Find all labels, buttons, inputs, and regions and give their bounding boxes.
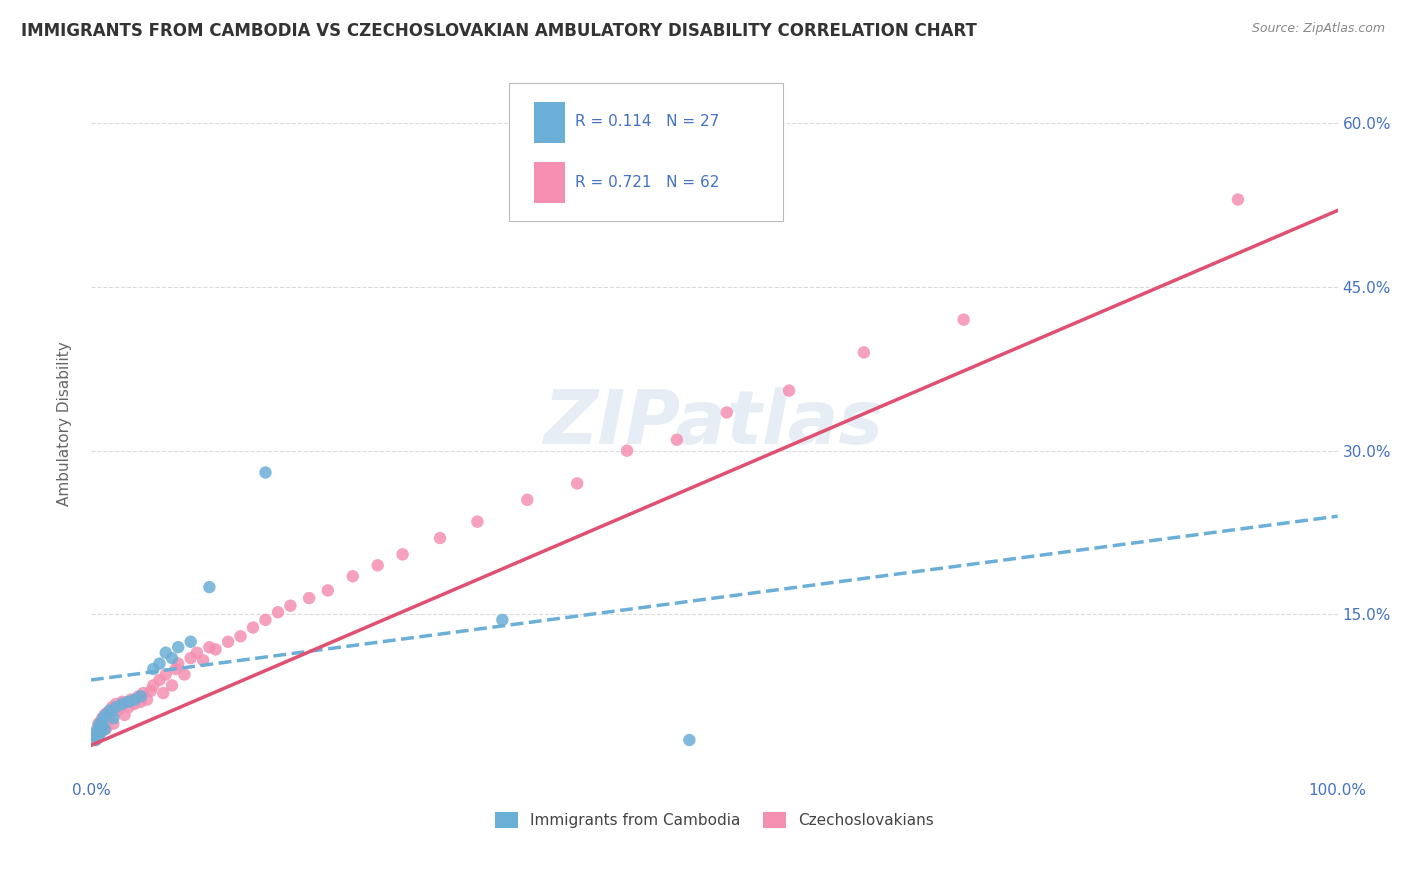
Point bbox=[107, 704, 129, 718]
Point bbox=[565, 476, 588, 491]
Point bbox=[198, 580, 221, 594]
Point bbox=[280, 599, 302, 613]
Point bbox=[204, 642, 226, 657]
Point bbox=[98, 711, 121, 725]
Point bbox=[254, 466, 277, 480]
Point bbox=[82, 733, 104, 747]
Point bbox=[155, 646, 177, 660]
Point bbox=[342, 569, 364, 583]
Point bbox=[90, 725, 112, 739]
Point bbox=[132, 686, 155, 700]
Point bbox=[103, 711, 125, 725]
Point bbox=[160, 678, 183, 692]
Point bbox=[90, 719, 112, 733]
Point bbox=[148, 657, 170, 671]
Point bbox=[101, 700, 124, 714]
Point bbox=[129, 695, 152, 709]
Point bbox=[778, 384, 800, 398]
Point bbox=[142, 678, 165, 692]
Point bbox=[852, 345, 875, 359]
Point bbox=[91, 711, 114, 725]
Point bbox=[952, 312, 974, 326]
Point bbox=[254, 613, 277, 627]
Point bbox=[367, 558, 389, 573]
Point bbox=[160, 651, 183, 665]
Point bbox=[103, 716, 125, 731]
Point bbox=[139, 684, 162, 698]
Point bbox=[429, 531, 451, 545]
Point bbox=[186, 646, 208, 660]
Point bbox=[83, 727, 105, 741]
Point bbox=[93, 711, 115, 725]
Point bbox=[242, 621, 264, 635]
FancyBboxPatch shape bbox=[509, 83, 783, 221]
Point bbox=[93, 722, 115, 736]
Point bbox=[180, 651, 202, 665]
Point bbox=[217, 634, 239, 648]
Legend: Immigrants from Cambodia, Czechoslovakians: Immigrants from Cambodia, Czechoslovakia… bbox=[488, 806, 941, 834]
Point bbox=[87, 716, 110, 731]
Text: R = 0.114   N = 27: R = 0.114 N = 27 bbox=[575, 114, 718, 129]
Point bbox=[124, 692, 146, 706]
Point bbox=[104, 697, 127, 711]
Point bbox=[93, 707, 115, 722]
Point bbox=[87, 730, 110, 744]
Point bbox=[96, 706, 118, 720]
Point bbox=[83, 727, 105, 741]
Point bbox=[180, 634, 202, 648]
Text: ZIPatlas: ZIPatlas bbox=[544, 387, 884, 460]
Point bbox=[467, 515, 489, 529]
Point bbox=[155, 667, 177, 681]
Point bbox=[117, 700, 139, 714]
Point bbox=[124, 697, 146, 711]
FancyBboxPatch shape bbox=[533, 102, 565, 143]
Point bbox=[94, 722, 117, 736]
Point bbox=[89, 716, 111, 731]
Point bbox=[173, 667, 195, 681]
Point bbox=[98, 704, 121, 718]
Point bbox=[93, 714, 115, 729]
Point bbox=[104, 700, 127, 714]
Point bbox=[165, 662, 187, 676]
Point bbox=[198, 640, 221, 655]
Point bbox=[191, 653, 214, 667]
Point bbox=[129, 690, 152, 704]
Point bbox=[167, 657, 190, 671]
Point bbox=[136, 692, 159, 706]
Point bbox=[114, 707, 136, 722]
Point bbox=[94, 707, 117, 722]
Point bbox=[86, 722, 108, 736]
Point bbox=[391, 548, 413, 562]
Point bbox=[111, 695, 134, 709]
Point bbox=[298, 591, 321, 605]
Point bbox=[678, 733, 700, 747]
Point bbox=[152, 686, 174, 700]
Text: Source: ZipAtlas.com: Source: ZipAtlas.com bbox=[1251, 22, 1385, 36]
Point bbox=[117, 695, 139, 709]
Point bbox=[84, 733, 107, 747]
Point bbox=[120, 692, 142, 706]
Point bbox=[229, 629, 252, 643]
Point bbox=[491, 613, 513, 627]
Point bbox=[516, 492, 538, 507]
Point bbox=[91, 719, 114, 733]
Text: R = 0.721   N = 62: R = 0.721 N = 62 bbox=[575, 175, 718, 190]
FancyBboxPatch shape bbox=[533, 162, 565, 203]
Point bbox=[89, 722, 111, 736]
Point bbox=[127, 690, 149, 704]
Point bbox=[84, 730, 107, 744]
Point bbox=[616, 443, 638, 458]
Point bbox=[111, 697, 134, 711]
Text: IMMIGRANTS FROM CAMBODIA VS CZECHOSLOVAKIAN AMBULATORY DISABILITY CORRELATION CH: IMMIGRANTS FROM CAMBODIA VS CZECHOSLOVAK… bbox=[21, 22, 977, 40]
Point bbox=[86, 725, 108, 739]
Point bbox=[316, 583, 339, 598]
Point bbox=[148, 673, 170, 687]
Point bbox=[665, 433, 688, 447]
Point bbox=[267, 605, 290, 619]
Point bbox=[142, 662, 165, 676]
Y-axis label: Ambulatory Disability: Ambulatory Disability bbox=[58, 341, 72, 506]
Point bbox=[716, 405, 738, 419]
Point bbox=[167, 640, 190, 655]
Point bbox=[1226, 193, 1249, 207]
